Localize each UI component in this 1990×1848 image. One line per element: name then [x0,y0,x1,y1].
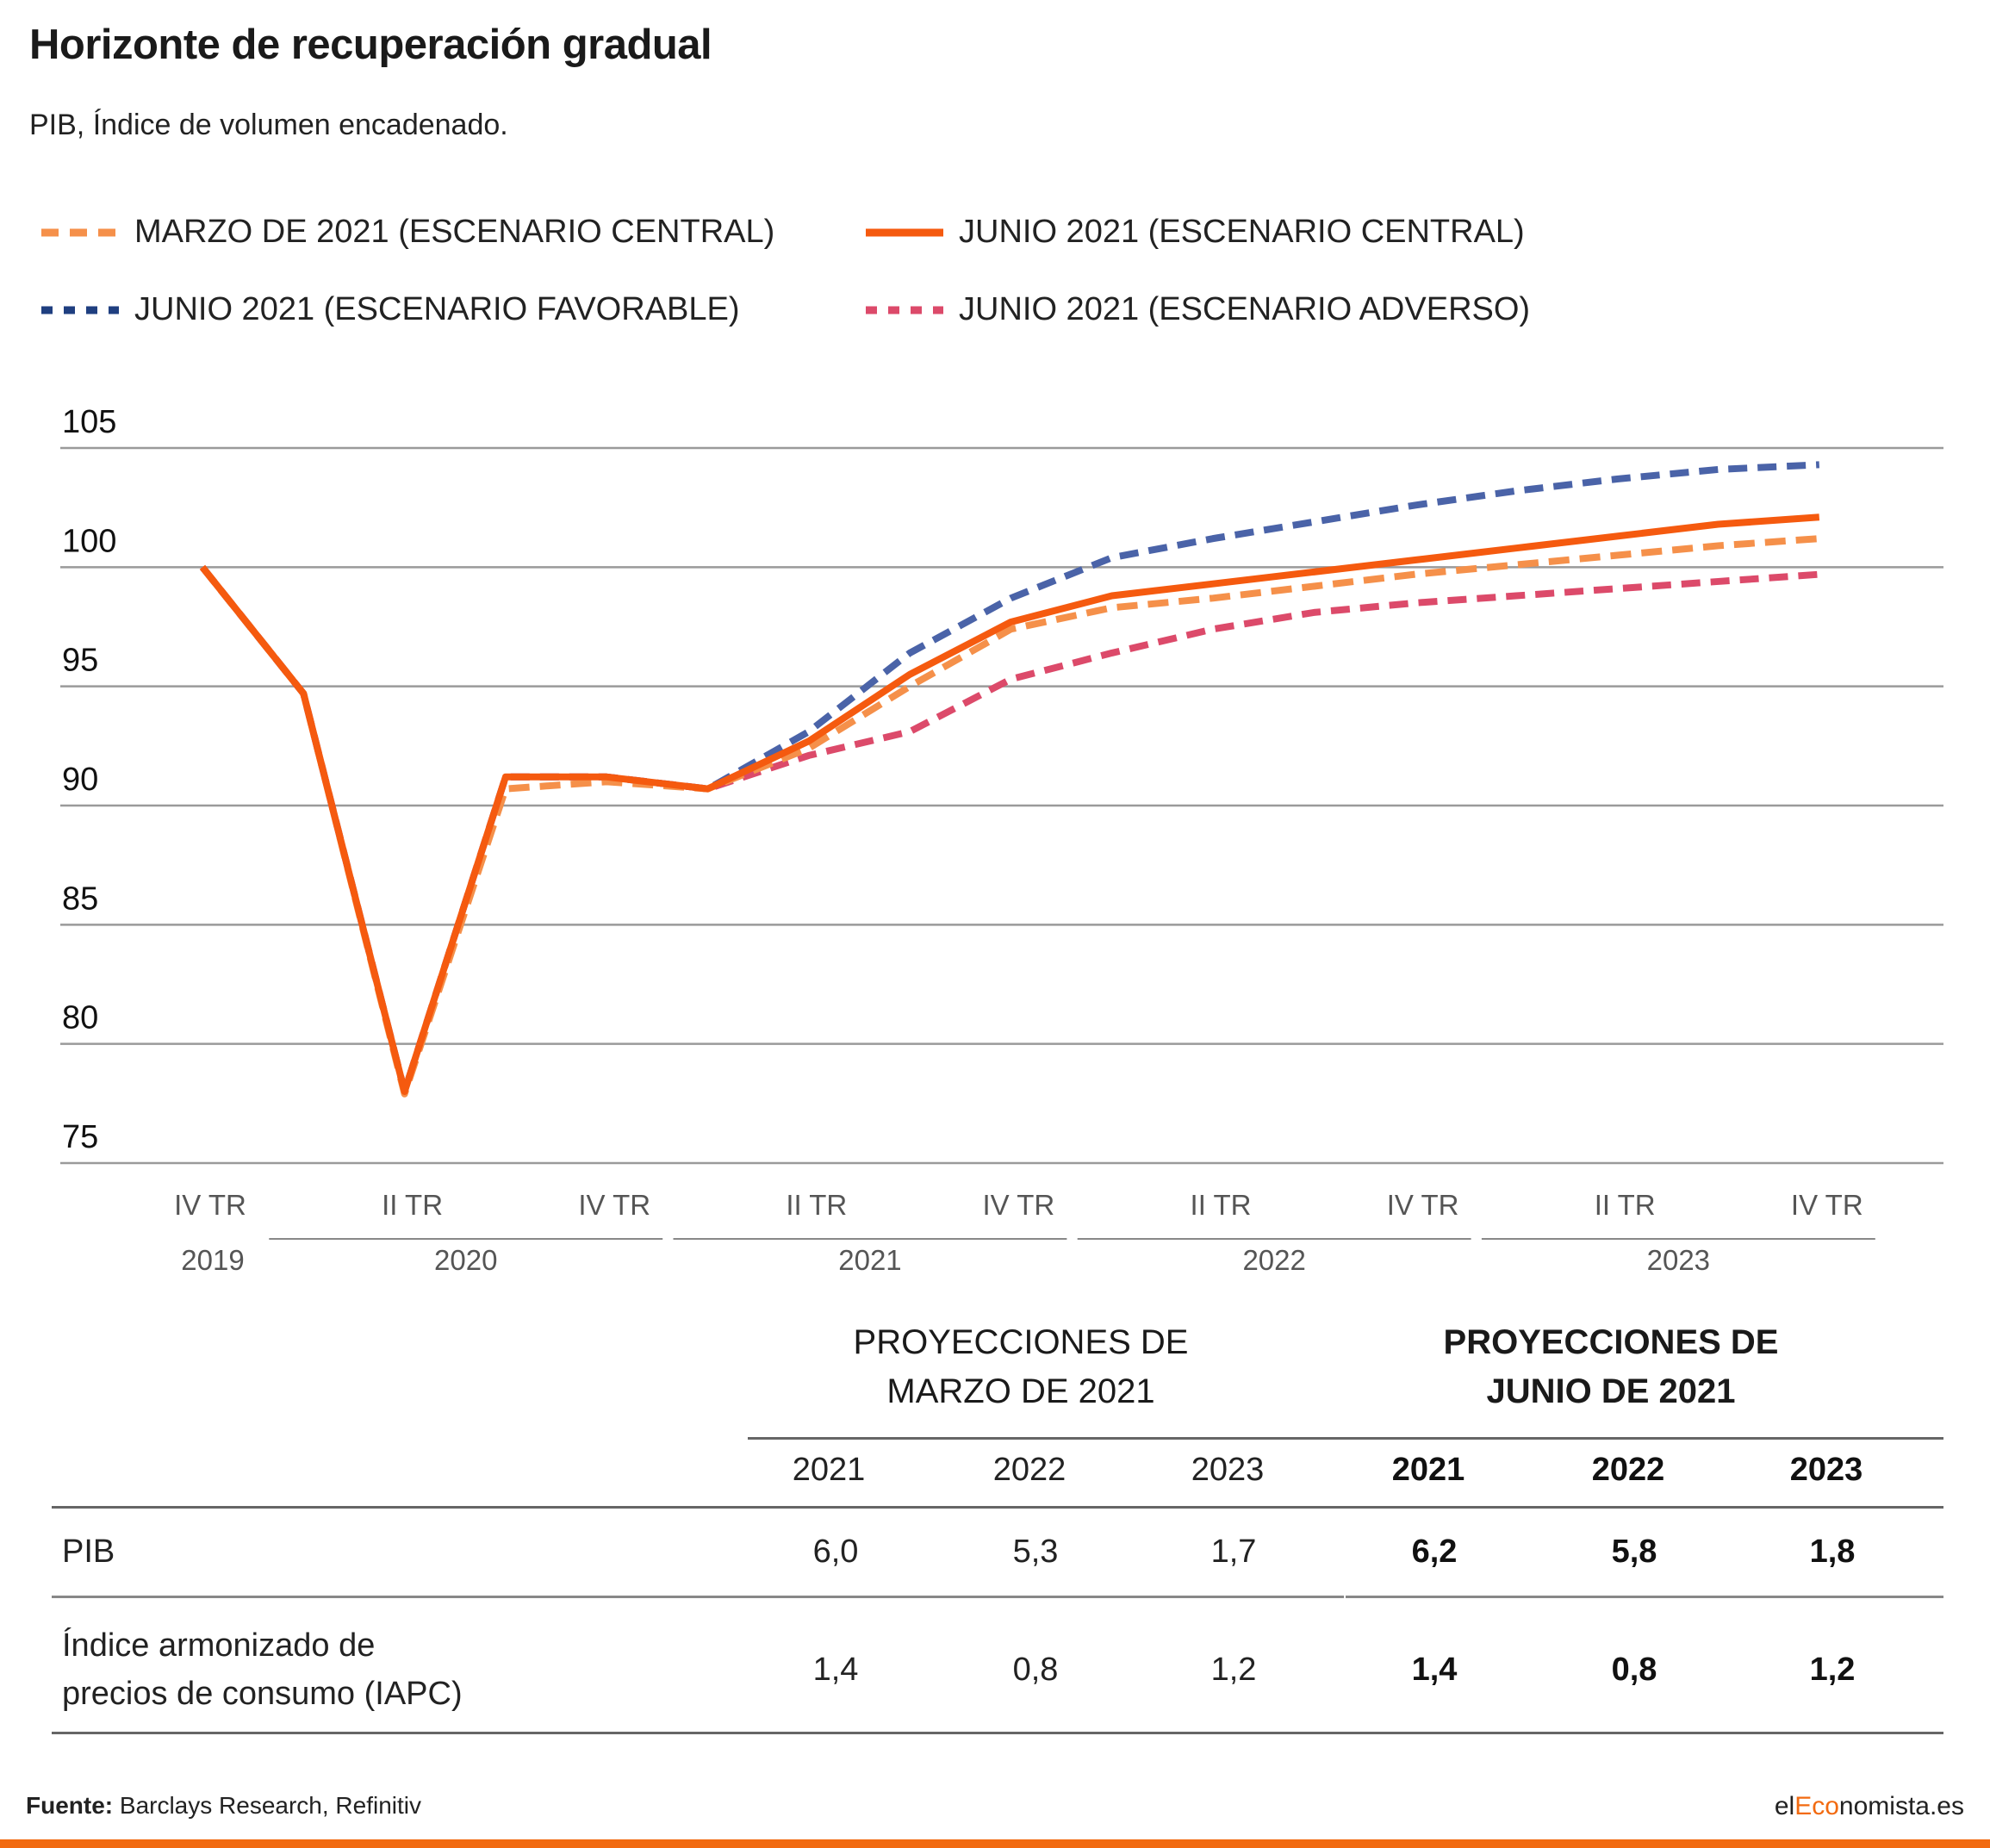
table-divider-bottom [52,1732,1943,1734]
x-year-label: 2023 [1647,1244,1710,1276]
table-row-label-line: Índice armonizado de [62,1627,376,1664]
x-year-label: 2022 [1242,1244,1305,1276]
legend-swatch-marzo-central [41,228,119,236]
table-row-label-line: precios de consumo (IAPC) [62,1676,463,1712]
table-divider-row [1346,1596,1943,1598]
table-header-march-line2: MARZO DE 2021 [886,1372,1155,1410]
y-tick-label: 105 [62,404,116,440]
table-cell: 1,4 [1411,1652,1458,1688]
legend-item-junio-adverso: JUNIO 2021 (ESCENARIO ADVERSO) [866,291,1530,328]
table-divider-header [748,1437,1943,1440]
source-text: Barclays Research, Refinitiv [113,1792,422,1819]
x-tick-label: II TR [382,1189,443,1221]
table-cell: 1,2 [1809,1652,1856,1688]
y-tick-label: 95 [62,643,98,679]
table-year-march-2021: 2021 [792,1452,866,1488]
x-tick-label: IV TR [1791,1189,1863,1221]
brand-suffix: nomista.es [1838,1792,1964,1820]
table-header-march: PROYECCIONES DE MARZO DE 2021 [818,1318,1223,1416]
x-tick-label: IV TR [174,1189,246,1221]
series-line [199,564,1820,1095]
legend-label: JUNIO 2021 (ESCENARIO CENTRAL) [959,214,1525,250]
table-cell: 1,7 [1210,1534,1257,1570]
y-tick-label: 100 [62,523,116,559]
table-row-label-iapc: Índice armonizado de precios de consumo … [62,1621,463,1718]
table-cell: 0,8 [1012,1652,1059,1688]
y-tick-label: 80 [62,1000,98,1036]
table-header-march-line1: PROYECCIONES DE [853,1323,1189,1361]
table-year-march-2023: 2023 [1191,1452,1265,1488]
table-cell: 1,2 [1210,1652,1257,1688]
x-tick-label: IV TR [983,1189,1055,1221]
table-year-june-2022: 2022 [1591,1452,1665,1488]
legend-swatch-junio-central [866,228,943,236]
brand-prefix: el [1774,1792,1795,1820]
legend-item-junio-central: JUNIO 2021 (ESCENARIO CENTRAL) [866,214,1525,251]
legend-label: JUNIO 2021 (ESCENARIO FAVORABLE) [134,291,740,327]
legend-item-junio-favorable: JUNIO 2021 (ESCENARIO FAVORABLE) [41,291,740,328]
line-chart: 105 100 95 90 85 80 75 IV TR II TR IV TR II TR IV T… [60,404,1943,1276]
x-tick-label: IV TR [1387,1189,1459,1221]
table-header-june: PROYECCIONES DE JUNIO DE 2021 [1413,1318,1809,1416]
legend-swatch-junio-favorable [41,306,119,314]
x-year-label: 2020 [434,1244,497,1276]
x-tick-label: II TR [1595,1189,1656,1221]
table-cell: 0,8 [1611,1652,1657,1688]
table-cell: 6,0 [812,1534,859,1570]
table-cell: 6,2 [1411,1534,1458,1570]
bottom-accent-bar [0,1839,1990,1848]
legend-label: JUNIO 2021 (ESCENARIO ADVERSO) [959,291,1531,327]
y-tick-label: 85 [62,880,98,917]
table-cell: 1,4 [812,1652,859,1688]
x-year-label: 2021 [838,1244,901,1276]
brand-logo: elEconomista.es [1775,1792,1964,1821]
table-year-june-2023: 2023 [1789,1452,1863,1488]
x-tick-label: II TR [786,1189,847,1221]
series-line [199,513,1820,1095]
table-year-june-2021: 2021 [1391,1452,1465,1488]
table-divider-years [52,1506,1943,1509]
legend-label: MARZO DE 2021 (ESCENARIO CENTRAL) [134,214,775,250]
x-year-label: 2019 [181,1244,244,1276]
table-divider-row [52,1596,1344,1598]
legend-swatch-junio-adverso [866,306,943,314]
x-tick-label: II TR [1191,1189,1252,1221]
source-note: Fuente: Barclays Research, Refinitiv [26,1792,421,1820]
y-tick-label: 90 [62,762,98,798]
y-tick-label: 75 [62,1119,98,1155]
legend-item-marzo-central: MARZO DE 2021 (ESCENARIO CENTRAL) [41,214,774,251]
source-label: Fuente: [26,1792,114,1819]
chart-subtitle: PIB, Índice de volumen encadenado. [29,109,508,141]
table-cell: 1,8 [1809,1534,1856,1570]
table-row-label-pib: PIB [62,1534,115,1570]
table-year-march-2022: 2022 [992,1452,1067,1488]
table-header-june-line1: PROYECCIONES DE [1443,1323,1779,1361]
series-line [199,461,1819,1095]
table-header-june-line2: JUNIO DE 2021 [1486,1372,1736,1410]
table-cell: 5,8 [1611,1534,1657,1570]
chart-title: Horizonte de recuperación gradual [29,22,712,68]
x-tick-label: IV TR [578,1189,650,1221]
table-cell: 5,3 [1012,1534,1059,1570]
brand-accent: Eco [1794,1792,1839,1820]
